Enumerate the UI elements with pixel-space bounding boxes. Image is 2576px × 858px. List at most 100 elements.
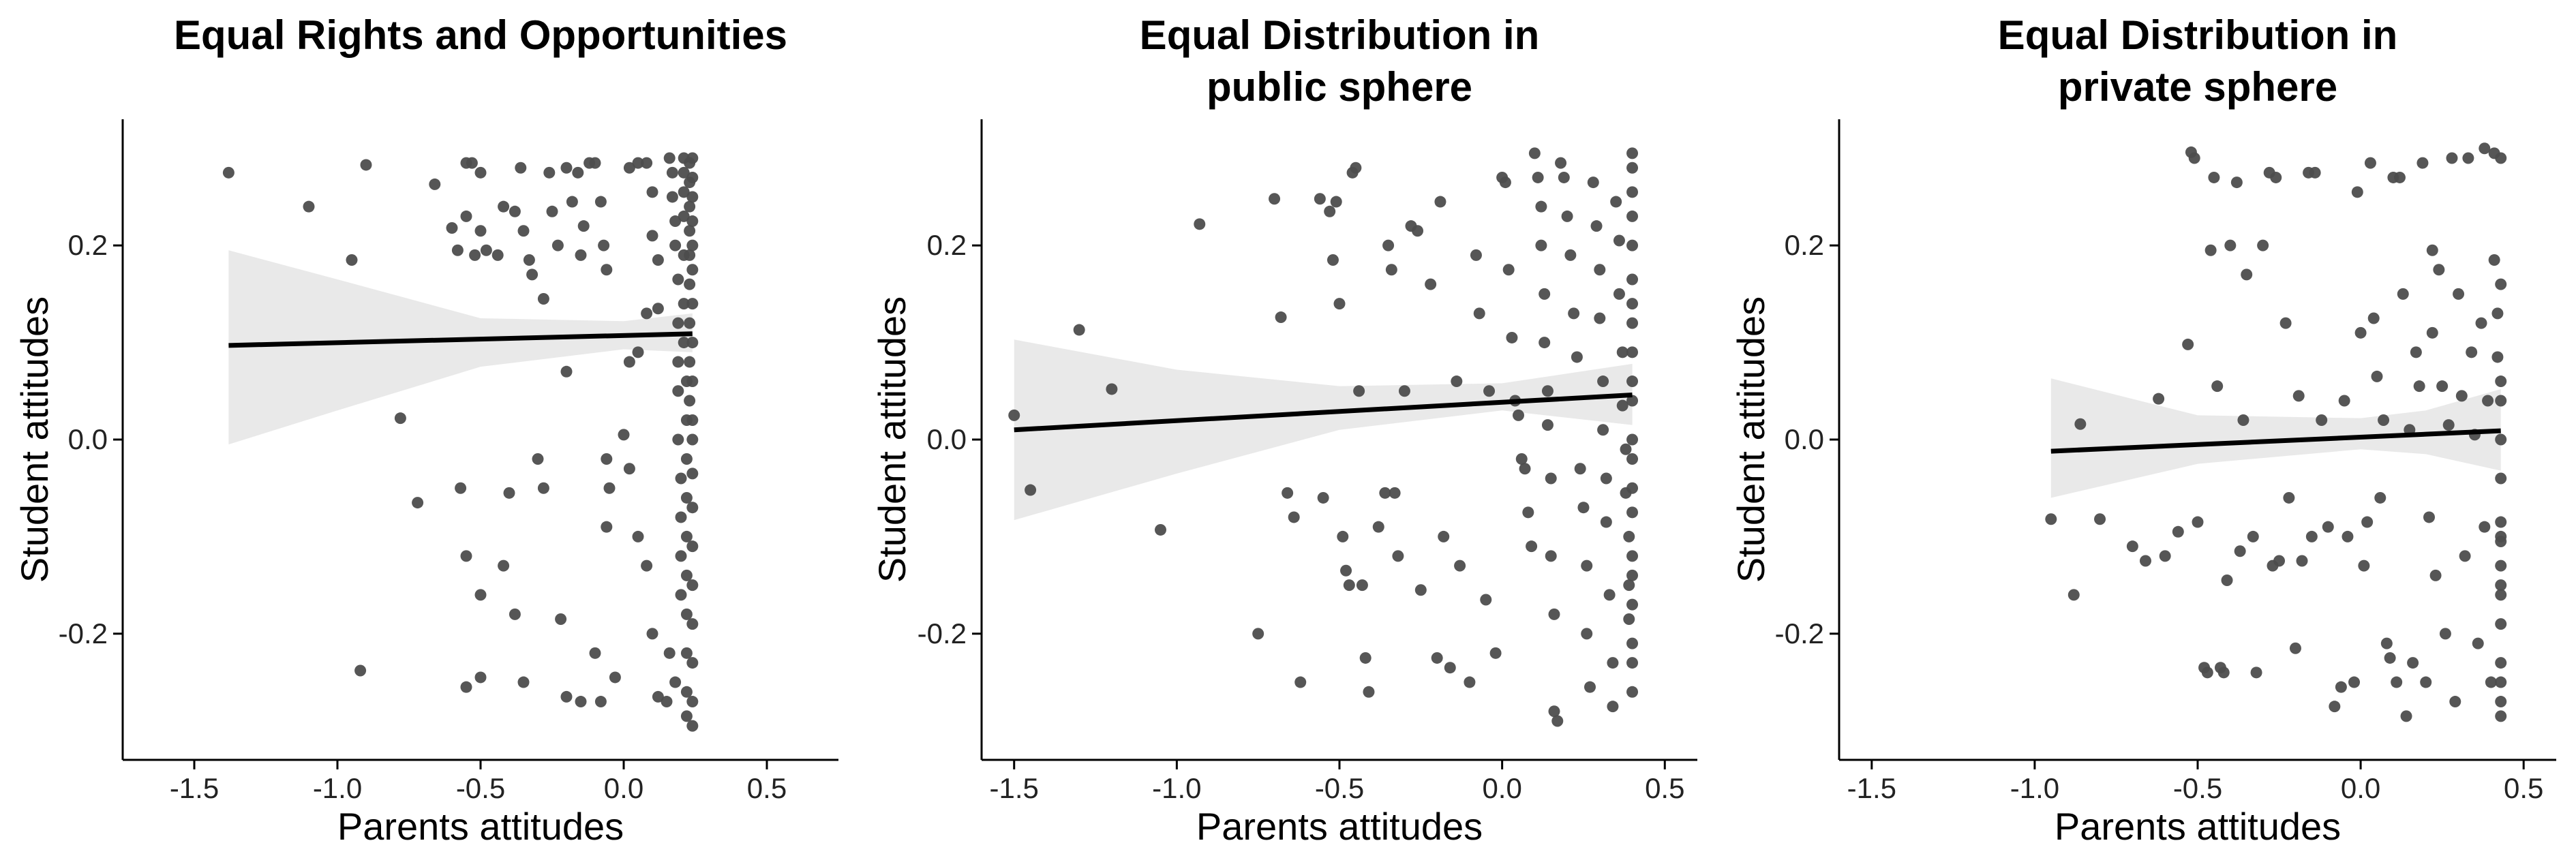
data-point [641, 157, 653, 169]
data-point [1502, 264, 1515, 276]
data-point [1600, 472, 1612, 485]
data-point [1626, 273, 1639, 286]
data-point [652, 303, 664, 315]
data-point [680, 686, 693, 698]
data-point [1363, 686, 1375, 698]
x-tick-label: 0.5 [747, 772, 787, 804]
data-point [1548, 608, 1560, 620]
data-point [680, 647, 693, 659]
data-point [1194, 218, 1206, 230]
data-point [2221, 574, 2233, 587]
data-point [684, 249, 696, 261]
data-point [2462, 152, 2474, 164]
data-point [2495, 433, 2507, 446]
data-point [517, 676, 530, 688]
data-point [2250, 667, 2262, 679]
x-tick-label: 0.5 [2504, 772, 2543, 804]
data-point [1470, 249, 1482, 261]
panel-title-line-2: private sphere [2058, 64, 2337, 110]
data-point [603, 482, 616, 494]
data-point [1513, 409, 1524, 421]
data-point [1356, 579, 1368, 592]
data-point [686, 502, 699, 514]
data-point [2094, 513, 2106, 525]
data-point [2241, 269, 2253, 281]
data-point [1294, 676, 1307, 688]
data-point [1577, 502, 1590, 514]
data-point [2273, 555, 2286, 567]
data-point [474, 589, 487, 601]
data-point [1626, 550, 1639, 562]
data-point [503, 487, 515, 499]
data-point [669, 676, 682, 688]
data-point [1451, 376, 1463, 388]
data-point [1571, 351, 1583, 363]
data-point [1555, 157, 1567, 169]
data-point [572, 166, 584, 179]
data-point [1626, 569, 1639, 581]
data-point [1155, 523, 1166, 536]
data-point [684, 225, 696, 237]
data-point [2367, 312, 2380, 324]
x-tick-label: 0.0 [2341, 772, 2380, 804]
data-point [2488, 254, 2500, 266]
data-point [623, 356, 635, 368]
chart-panel-equal-rights: Equal Rights and Opportunities -1.5 -1.0 -… [13, 12, 838, 848]
data-point [686, 657, 699, 669]
data-point [678, 298, 690, 310]
data-point [684, 317, 696, 329]
data-point [1535, 239, 1547, 251]
data-point [2159, 550, 2171, 562]
confidence-band [228, 250, 693, 445]
y-axis-label: Student attitudes [870, 296, 913, 583]
x-tick-label: -1.5 [170, 772, 219, 804]
data-point [469, 249, 481, 261]
data-point [498, 200, 510, 213]
panel-title-line-1: Equal Rights and Opportunities [174, 12, 787, 58]
data-point [686, 264, 699, 276]
data-point [686, 696, 699, 708]
regression-line [2050, 428, 2501, 454]
data-point [1275, 311, 1287, 324]
data-point [686, 171, 699, 183]
data-point [2358, 560, 2370, 572]
data-point [1626, 482, 1639, 494]
x-axis-label: Parents attitudes [1196, 805, 1483, 848]
data-point [2485, 676, 2497, 688]
data-point [2309, 166, 2321, 179]
data-point [2364, 157, 2376, 169]
data-point [517, 225, 530, 237]
data-point [663, 647, 676, 659]
x-tick-label: -1.0 [313, 772, 362, 804]
data-point [2374, 491, 2386, 504]
data-point [460, 681, 472, 693]
data-point [2283, 491, 2295, 504]
y-tick-label: 0.0 [68, 423, 108, 455]
y-tick-label: 0.2 [68, 229, 108, 261]
data-point [1464, 676, 1476, 688]
data-point [566, 196, 578, 208]
data-point [1434, 196, 1446, 208]
data-point [474, 225, 487, 237]
data-point [1541, 385, 1554, 397]
data-point [1616, 346, 1628, 358]
data-point [686, 433, 699, 446]
data-point [669, 215, 682, 228]
x-axis-label: Parents attitudes [2055, 805, 2341, 848]
data-point [618, 429, 630, 441]
data-point [2393, 171, 2406, 183]
x-tick-label: 0.0 [604, 772, 643, 804]
data-point [1382, 239, 1395, 251]
data-point [672, 385, 684, 397]
data-point [1327, 254, 1339, 266]
data-point [2292, 390, 2305, 402]
data-point [446, 222, 458, 234]
data-point [1535, 200, 1547, 213]
data-point [455, 482, 467, 494]
data-point [560, 365, 573, 378]
y-axis-label: Student attitudes [13, 296, 56, 583]
data-point [2410, 346, 2422, 358]
data-point [2400, 710, 2412, 722]
data-point [1558, 171, 1570, 183]
data-point [686, 618, 699, 630]
